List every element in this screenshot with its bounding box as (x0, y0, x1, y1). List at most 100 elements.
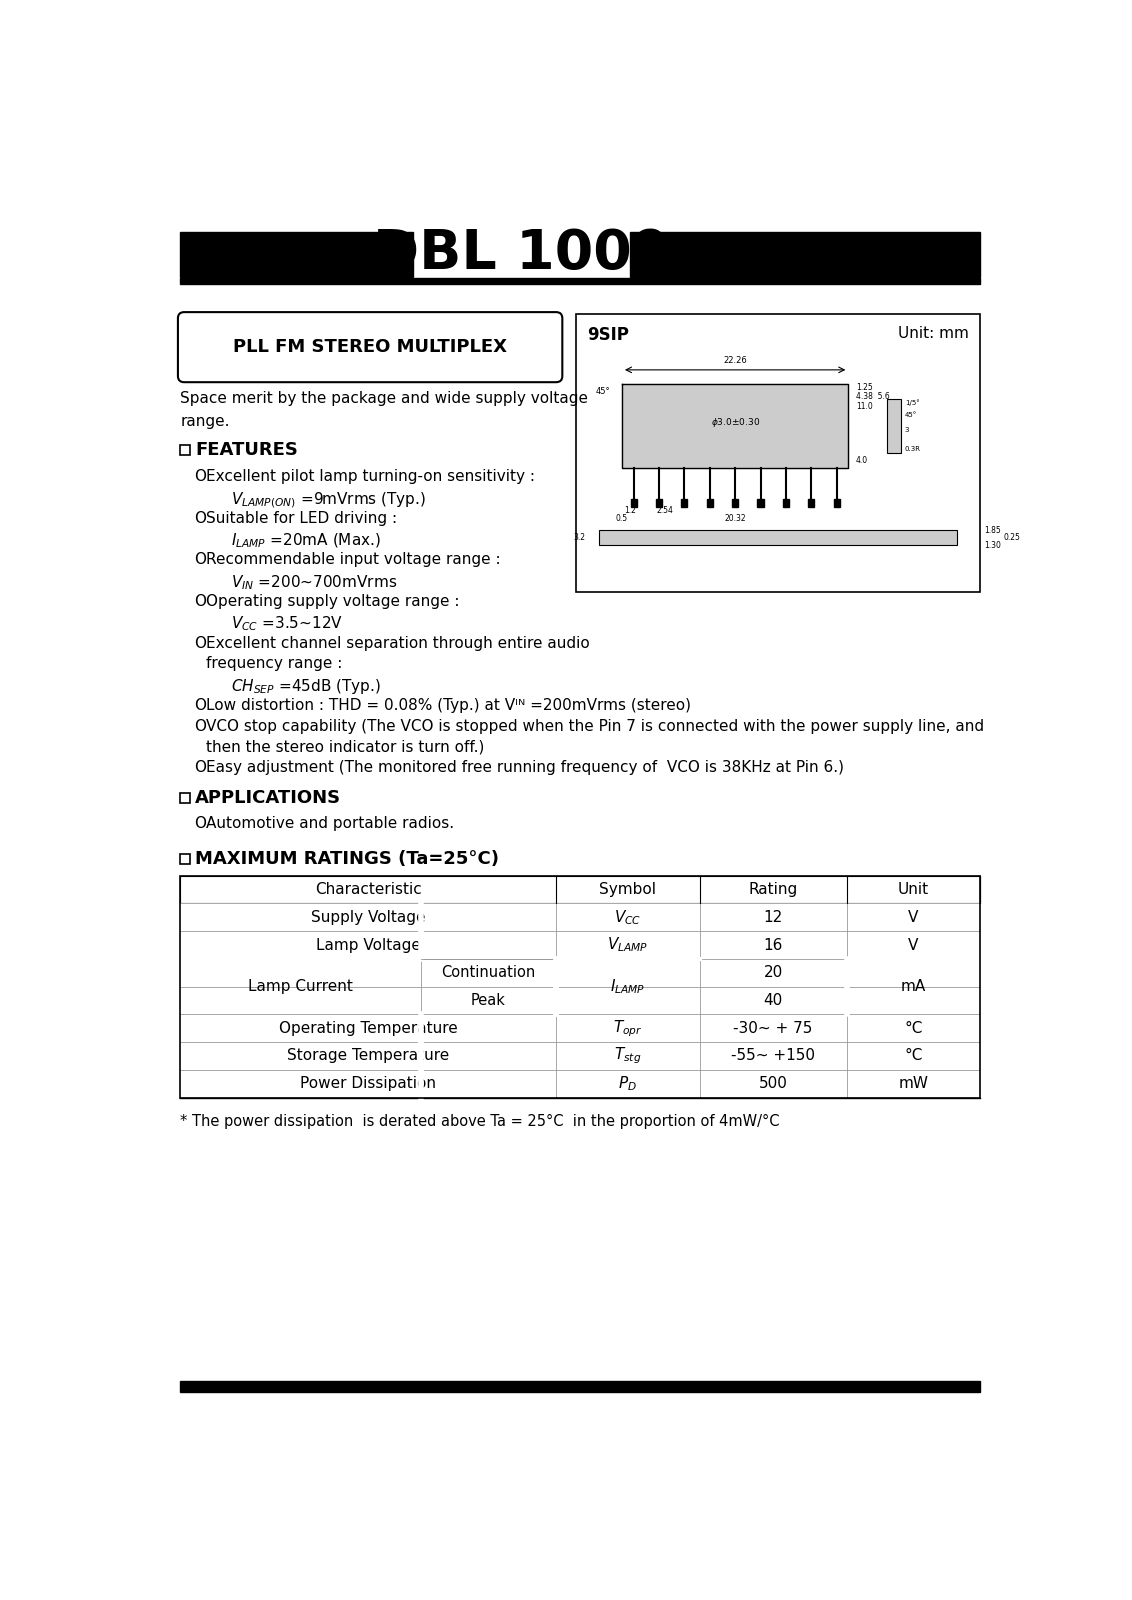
Text: frequency range :: frequency range : (206, 656, 342, 672)
Text: Lamp Voltage: Lamp Voltage (316, 938, 421, 952)
Bar (833, 499, 840, 507)
Text: 12: 12 (763, 910, 782, 925)
Text: FEATURES: FEATURES (195, 442, 298, 459)
Text: Excellent pilot lamp turning-on sensitivity :: Excellent pilot lamp turning-on sensitiv… (206, 469, 534, 485)
Text: Unit: mm: Unit: mm (898, 326, 968, 341)
Text: 16: 16 (763, 938, 783, 952)
Text: Space merit by the package and wide supply voltage
range.: Space merit by the package and wide supp… (180, 392, 589, 429)
Text: 45°: 45° (595, 387, 610, 395)
Text: O: O (195, 552, 206, 568)
FancyBboxPatch shape (178, 312, 563, 382)
Text: $V_{LAMP(ON)}$ =9mVrms (Typ.): $V_{LAMP(ON)}$ =9mVrms (Typ.) (231, 490, 426, 509)
Text: VCO stop capability (The VCO is stopped when the Pin 7 is connected with the pow: VCO stop capability (The VCO is stopped … (206, 718, 984, 734)
Text: 4.0: 4.0 (856, 456, 868, 466)
Text: 4.38  5.6: 4.38 5.6 (856, 392, 890, 402)
Text: Symbol: Symbol (599, 882, 657, 898)
Text: 20.32: 20.32 (724, 514, 746, 523)
Text: Power Dissipation: Power Dissipation (300, 1077, 436, 1091)
Text: $CH_{SEP}$ =45dB (Typ.): $CH_{SEP}$ =45dB (Typ.) (231, 677, 380, 696)
Text: -55~ +150: -55~ +150 (731, 1048, 815, 1064)
Text: mA: mA (901, 979, 926, 994)
Text: $\phi$3.0±0.30: $\phi$3.0±0.30 (711, 416, 760, 429)
Text: V: V (908, 938, 918, 952)
Bar (887, 398, 901, 453)
Text: O: O (195, 510, 206, 526)
Text: O: O (195, 635, 206, 651)
Bar (808, 499, 814, 507)
Text: Characteristic: Characteristic (315, 882, 421, 898)
Text: °C: °C (904, 1021, 923, 1035)
Text: O: O (195, 718, 206, 734)
Bar (180, 232, 413, 277)
Bar (180, 445, 190, 456)
Bar (180, 278, 980, 283)
Polygon shape (621, 384, 848, 469)
Text: 2.54: 2.54 (657, 506, 674, 515)
Text: Operating Temperature: Operating Temperature (278, 1021, 457, 1035)
Text: 0.5: 0.5 (616, 514, 628, 523)
Text: Unit: Unit (898, 882, 929, 898)
Bar (629, 232, 980, 277)
Text: MAXIMUM RATINGS (Ta=25°C): MAXIMUM RATINGS (Ta=25°C) (195, 850, 499, 869)
Bar (631, 499, 636, 507)
Bar (180, 875, 980, 904)
Bar (180, 904, 980, 931)
Bar (706, 499, 713, 507)
Text: 45°: 45° (904, 411, 917, 418)
Text: 3.2: 3.2 (574, 533, 585, 542)
Text: $V_{CC}$: $V_{CC}$ (615, 907, 642, 926)
Text: O: O (195, 816, 206, 832)
Text: DBL 1009: DBL 1009 (372, 227, 670, 282)
Text: 0.25: 0.25 (1003, 533, 1020, 542)
Bar (783, 499, 789, 507)
Bar (180, 1042, 980, 1070)
Text: 500: 500 (758, 1077, 788, 1091)
Text: 3: 3 (904, 427, 909, 434)
Bar (180, 1070, 980, 1098)
Text: * The power dissipation  is derated above Ta = 25°C  in the proportion of 4mW/°C: * The power dissipation is derated above… (180, 1115, 780, 1130)
Text: $I_{LAMP}$ =20mA (Max.): $I_{LAMP}$ =20mA (Max.) (231, 531, 380, 550)
Bar (180, 1014, 980, 1042)
Bar (180, 854, 190, 864)
Bar (180, 875, 980, 1098)
Bar (180, 931, 980, 958)
Text: 1.30: 1.30 (984, 541, 1001, 550)
Text: 9SIP: 9SIP (588, 326, 629, 344)
Text: $P_{D}$: $P_{D}$ (618, 1074, 637, 1093)
Text: $T_{stg}$: $T_{stg}$ (615, 1046, 642, 1066)
Text: $V_{LAMP}$: $V_{LAMP}$ (607, 936, 649, 955)
Text: 1/5°: 1/5° (904, 400, 919, 406)
Bar (732, 499, 738, 507)
Bar (757, 499, 764, 507)
Text: mW: mW (899, 1077, 928, 1091)
Text: Rating: Rating (748, 882, 798, 898)
Text: 40: 40 (763, 994, 782, 1008)
Bar (599, 530, 957, 546)
Text: 1.85: 1.85 (984, 525, 1001, 534)
Text: 11.0: 11.0 (856, 402, 873, 411)
Text: °C: °C (904, 1048, 923, 1064)
Text: Lamp Current: Lamp Current (248, 979, 353, 994)
Text: -30~ + 75: -30~ + 75 (734, 1021, 813, 1035)
Text: Automotive and portable radios.: Automotive and portable radios. (206, 816, 454, 832)
Text: Low distortion : THD = 0.08% (Typ.) at Vᴵᴺ =200mVrms (stereo): Low distortion : THD = 0.08% (Typ.) at V… (206, 698, 691, 714)
Text: Excellent channel separation through entire audio: Excellent channel separation through ent… (206, 635, 590, 651)
Bar (180, 987, 980, 1014)
Text: Suitable for LED driving :: Suitable for LED driving : (206, 510, 397, 526)
Text: V: V (908, 910, 918, 925)
Bar (180, 958, 980, 987)
Text: $V_{CC}$ =3.5~12V: $V_{CC}$ =3.5~12V (231, 614, 343, 634)
Text: 20: 20 (763, 965, 782, 981)
Text: $T_{opr}$: $T_{opr}$ (614, 1018, 643, 1038)
Text: Storage Temperature: Storage Temperature (288, 1048, 449, 1064)
Text: Recommendable input voltage range :: Recommendable input voltage range : (206, 552, 500, 568)
Text: Operating supply voltage range :: Operating supply voltage range : (206, 594, 460, 610)
Text: Peak: Peak (471, 994, 506, 1008)
Text: then the stereo indicator is turn off.): then the stereo indicator is turn off.) (206, 739, 484, 755)
Text: Supply Voltage: Supply Voltage (311, 910, 426, 925)
Bar (655, 499, 662, 507)
Bar (180, 792, 190, 803)
Text: O: O (195, 469, 206, 485)
Text: $I_{LAMP}$: $I_{LAMP}$ (610, 978, 645, 995)
Text: Easy adjustment (The monitored free running frequency of  VCO is 38KHz at Pin 6.: Easy adjustment (The monitored free runn… (206, 760, 843, 776)
